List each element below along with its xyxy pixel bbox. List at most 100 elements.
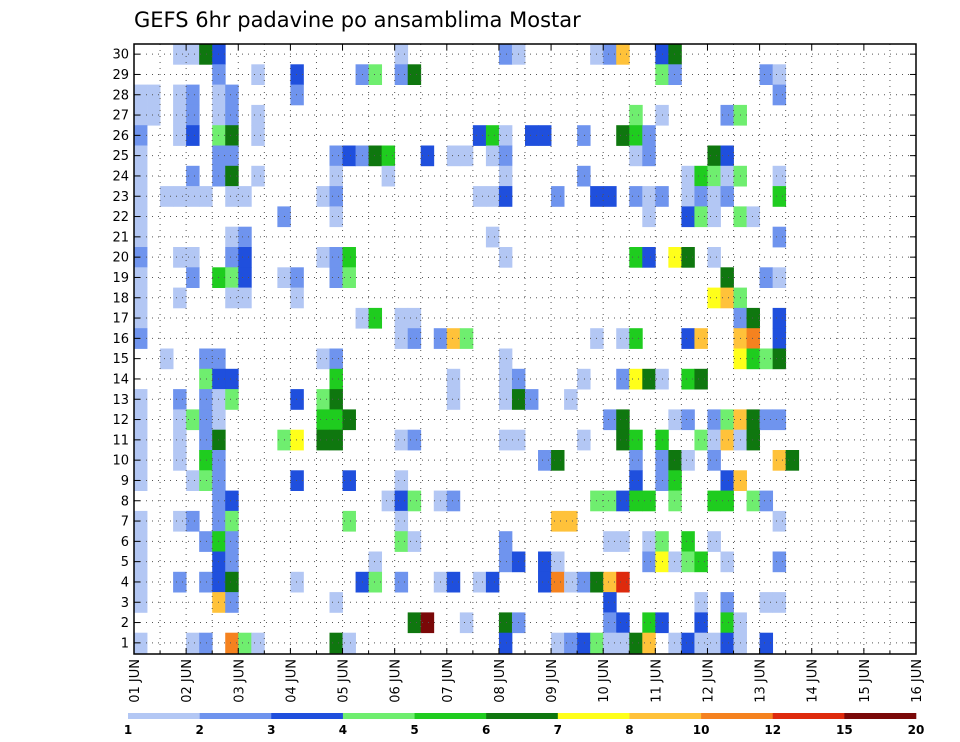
- heatmap-cell: [251, 165, 265, 187]
- heatmap-cell: [642, 531, 656, 552]
- heatmap-cell: [642, 368, 656, 390]
- y-tick-label: 2: [121, 616, 129, 631]
- heatmap-cell: [707, 247, 721, 268]
- colorbar-label: 12: [764, 723, 781, 737]
- y-tick-label: 21: [112, 230, 129, 245]
- heatmap-cell: [394, 490, 409, 512]
- heatmap-cell: [720, 612, 734, 634]
- colorbar-swatch: [271, 713, 344, 719]
- heatmap-cell: [238, 287, 252, 309]
- heatmap-cell: [564, 510, 578, 532]
- heatmap-cell: [394, 571, 409, 593]
- heatmap-cell: [681, 247, 695, 268]
- heatmap-cell: [251, 64, 265, 85]
- heatmap-cell: [173, 125, 187, 146]
- heatmap-cell: [173, 44, 187, 65]
- heatmap-cell: [394, 307, 409, 329]
- heatmap-cell: [407, 490, 422, 512]
- heatmap-cell: [694, 592, 708, 613]
- heatmap-cell: [290, 470, 304, 491]
- heatmap-cell: [551, 571, 565, 593]
- heatmap-cell: [642, 125, 656, 146]
- heatmap-cell: [290, 429, 304, 451]
- heatmap-cell: [629, 104, 643, 126]
- heatmap-cell: [759, 348, 774, 370]
- heatmap-cell: [485, 186, 500, 207]
- heatmap-cell: [772, 267, 787, 288]
- heatmap-cell: [772, 510, 787, 532]
- heatmap-cell: [720, 592, 734, 613]
- heatmap-cell: [707, 531, 721, 552]
- heatmap-cell: [485, 145, 500, 167]
- grid-lines: [134, 44, 916, 654]
- y-tick-label: 11: [112, 433, 129, 448]
- heatmap-cell: [525, 125, 539, 146]
- heatmap-cell: [394, 429, 409, 451]
- colorbar-label: 1: [124, 723, 132, 737]
- heatmap-cell: [668, 44, 682, 65]
- heatmap-cell: [199, 348, 213, 370]
- heatmap-cell: [746, 307, 760, 329]
- heatmap-cell: [368, 307, 383, 329]
- heatmap-cell: [746, 429, 760, 451]
- heatmap-cell: [472, 186, 487, 207]
- heatmap-cell: [329, 348, 343, 370]
- y-tick-label: 13: [112, 393, 129, 408]
- colorbar-swatch: [557, 713, 630, 719]
- heatmap-cell: [629, 368, 643, 390]
- heatmap-cell: [616, 612, 630, 634]
- heatmap-cell: [759, 64, 774, 85]
- heatmap-cell: [772, 348, 787, 370]
- heatmap-cell: [329, 632, 343, 654]
- heatmap-cell: [772, 592, 787, 613]
- heatmap-cell: [472, 571, 487, 593]
- heatmap-cell: [407, 429, 422, 451]
- y-axis: 1234567891011121314151617181920212223242…: [112, 48, 916, 651]
- heatmap-cell: [394, 531, 409, 552]
- heatmap-cell: [251, 632, 265, 654]
- heatmap-cell: [173, 287, 187, 309]
- heatmap-cell: [681, 551, 695, 573]
- heatmap-cell: [498, 247, 513, 268]
- heatmap-cell: [707, 429, 721, 451]
- heatmap-cell: [316, 409, 330, 431]
- heatmap-cell: [603, 632, 617, 654]
- heatmap-cell: [551, 450, 565, 471]
- heatmap-cell: [746, 206, 760, 228]
- x-axis: 01 JUN 02 JUN 03 JUN 04 JUN 05 JUN 06 JUN 07 J…: [128, 44, 925, 703]
- heatmap-cell: [629, 247, 643, 268]
- heatmap-cell: [616, 44, 630, 65]
- colorbar-swatch: [199, 713, 272, 719]
- x-tick-label: 03 JUN: [232, 659, 247, 703]
- heatmap-cell: [577, 125, 591, 146]
- heatmap-cell: [173, 571, 187, 593]
- heatmap-cell: [498, 186, 513, 207]
- heatmap-cell: [681, 409, 695, 431]
- colorbar-label: 3: [267, 723, 275, 737]
- heatmap-cell: [616, 125, 630, 146]
- heatmap-cell: [446, 490, 461, 512]
- heatmap-cell: [746, 348, 760, 370]
- heatmap-cell: [720, 267, 734, 288]
- heatmap-cell: [173, 186, 187, 207]
- heatmap-cell: [681, 531, 695, 552]
- heatmap-cell: [407, 307, 422, 329]
- heatmap-cell: [290, 571, 304, 593]
- heatmap-cell: [603, 571, 617, 593]
- heatmap-cell: [577, 429, 591, 451]
- heatmap-cell: [290, 64, 304, 85]
- heatmap-cell: [199, 389, 213, 410]
- heatmap-cell: [407, 531, 422, 552]
- heatmap-cell: [329, 368, 343, 390]
- heatmap-cell: [186, 186, 200, 207]
- heatmap-cell: [759, 490, 774, 512]
- heatmap-cell: [694, 165, 708, 187]
- heatmap-cell: [472, 125, 487, 146]
- x-tick-label: 16 JUN: [910, 659, 925, 703]
- heatmap-cell: [225, 389, 239, 410]
- heatmap-cell: [498, 165, 513, 187]
- colorbar-swatch: [342, 713, 415, 719]
- heatmap-cell: [316, 348, 330, 370]
- heatmap-cell: [498, 612, 513, 634]
